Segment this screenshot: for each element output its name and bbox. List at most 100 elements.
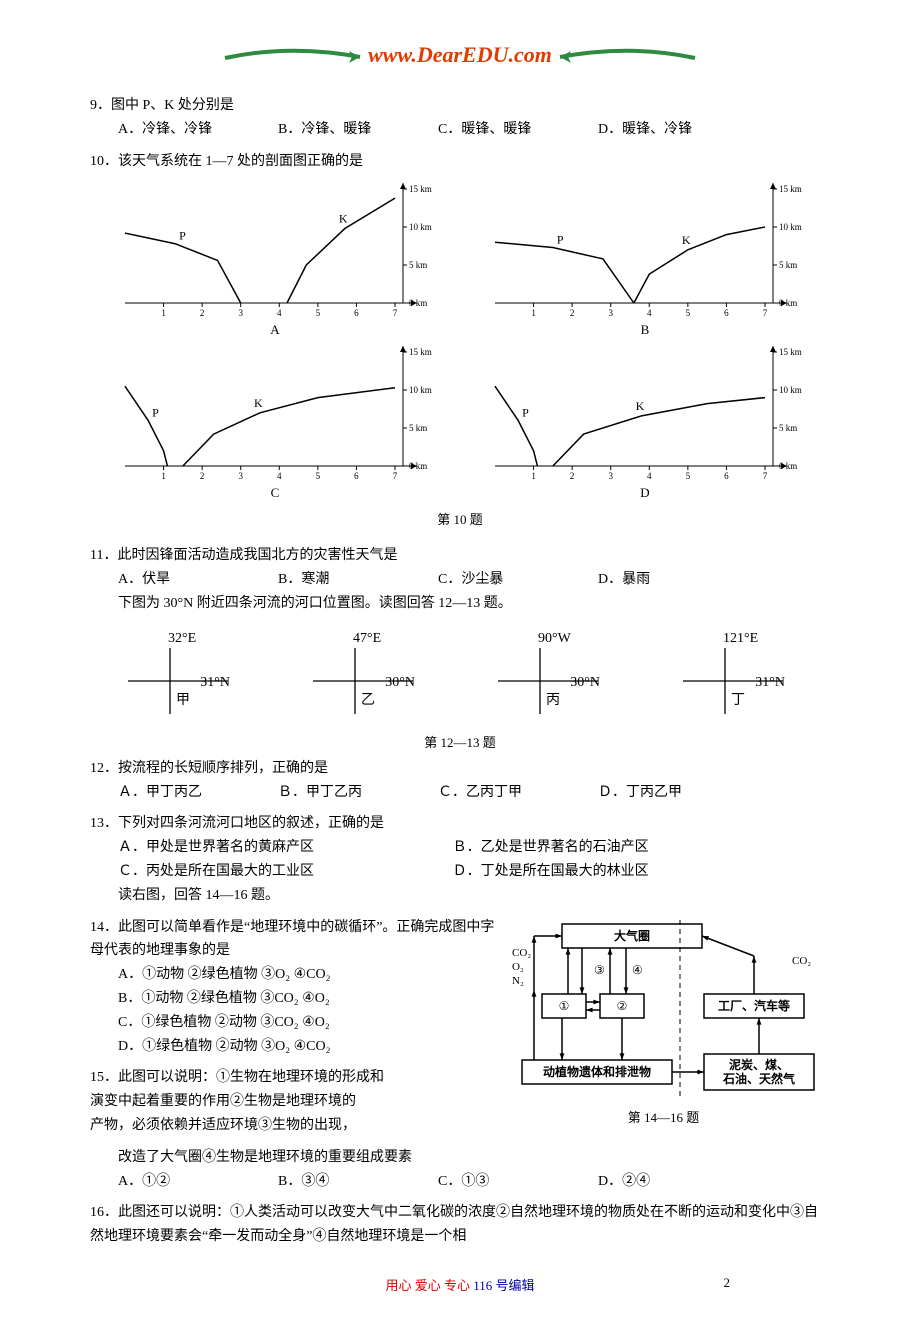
question-11: 11．此时因锋面活动造成我国北方的灾害性天气是 A．伏旱 B．寒潮 C．沙尘暴 … xyxy=(90,544,830,615)
svg-text:2: 2 xyxy=(200,471,205,481)
q12-opt-c: Ｃ．乙丙丁甲 xyxy=(438,781,588,805)
svg-text:4: 4 xyxy=(277,308,282,318)
q14-opt-b: B．①动物 ②绿色植物 ③CO₂ ④O₂ xyxy=(118,987,497,1011)
q10-chart-b: 0 km5 km10 km15 km1234567PK B xyxy=(475,181,815,344)
svg-text:3: 3 xyxy=(608,471,613,481)
q13-opt-c: Ｃ．丙处是所在国最大的工业区 xyxy=(118,860,453,884)
svg-text:5 km: 5 km xyxy=(779,260,797,270)
svg-text:③: ③ xyxy=(594,963,605,977)
cross-yi: 47°E 30°N 乙 xyxy=(293,626,443,726)
svg-text:7: 7 xyxy=(763,308,768,318)
svg-text:4: 4 xyxy=(647,308,652,318)
q15-text-cont: 改造了大气圈④生物是地理环境的重要组成要素 xyxy=(118,1146,830,1170)
svg-text:5 km: 5 km xyxy=(779,423,797,433)
question-15-cont: 改造了大气圈④生物是地理环境的重要组成要素 A．①② B．③④ C．①③ D．②… xyxy=(90,1146,830,1194)
q14-opt-d: D．①绿色植物 ②动物 ③O₂ ④CO₂ xyxy=(118,1035,497,1059)
svg-text:7: 7 xyxy=(393,308,398,318)
svg-text:15 km: 15 km xyxy=(409,184,432,194)
svg-text:0 km: 0 km xyxy=(409,298,427,308)
svg-text:石油、天然气: 石油、天然气 xyxy=(721,1071,794,1086)
question-16: 16．此图还可以说明：①人类活动可以改变大气中二氧化碳的浓度②自然地理环境的物质… xyxy=(90,1201,830,1249)
svg-text:6: 6 xyxy=(354,471,359,481)
svg-text:0 km: 0 km xyxy=(779,298,797,308)
svg-text:①: ① xyxy=(558,999,569,1013)
q13-num: 13． xyxy=(90,816,118,831)
svg-text:5: 5 xyxy=(316,308,321,318)
svg-text:30°N: 30°N xyxy=(570,675,600,690)
question-9: 9．图中 P、K 处分别是 A．冷锋、冷锋 B．冷锋、暖锋 C．暖锋、暖锋 D．… xyxy=(90,94,830,142)
svg-text:7: 7 xyxy=(763,471,768,481)
q10-chart-d: 0 km5 km10 km15 km1234567PK D xyxy=(475,344,815,507)
q9-num: 9． xyxy=(90,98,111,113)
footer-blue: 116 号编辑 xyxy=(470,1278,535,1293)
svg-text:5: 5 xyxy=(316,471,321,481)
svg-text:6: 6 xyxy=(724,471,729,481)
svg-text:15 km: 15 km xyxy=(779,184,802,194)
q10-label-a: A xyxy=(105,322,445,338)
svg-text:5: 5 xyxy=(686,308,691,318)
svg-text:32°E: 32°E xyxy=(168,631,196,646)
header-logo: www.DearEDU.com xyxy=(210,40,710,74)
q9-opt-a: A．冷锋、冷锋 xyxy=(118,118,268,142)
q11-lead: 下图为 30°N 附近四条河流的河口位置图。读图回答 12—13 题。 xyxy=(118,592,830,616)
q11-opt-c: C．沙尘暴 xyxy=(438,568,588,592)
svg-text:泥炭、煤、: 泥炭、煤、 xyxy=(728,1057,788,1072)
svg-text:5 km: 5 km xyxy=(409,260,427,270)
svg-text:0 km: 0 km xyxy=(779,461,797,471)
svg-text:2: 2 xyxy=(200,308,205,318)
q9-text: 图中 P、K 处分别是 xyxy=(111,98,234,113)
svg-text:动植物遗体和排泄物: 动植物遗体和排泄物 xyxy=(542,1064,650,1079)
q13-opt-d: Ｄ．丁处是所在国最大的林业区 xyxy=(453,860,788,884)
q11-text: 此时因锋面活动造成我国北方的灾害性天气是 xyxy=(117,548,397,563)
svg-text:1: 1 xyxy=(161,308,166,318)
crosses-caption: 第 12—13 题 xyxy=(90,732,830,751)
svg-text:P: P xyxy=(179,229,186,243)
svg-text:O₂: O₂ xyxy=(512,961,524,973)
svg-text:10 km: 10 km xyxy=(779,385,802,395)
carbon-caption: 第 14—16 题 xyxy=(497,1107,830,1126)
q16-text: 此图还可以说明：①人类活动可以改变大气中二氧化碳的浓度②自然地理环境的物质处在不… xyxy=(90,1205,818,1244)
q10-chart-a: 0 km5 km10 km15 km1234567PK A xyxy=(105,181,445,344)
q10-label-d: D xyxy=(475,485,815,501)
header-url: www.DearEDU.com xyxy=(368,42,552,67)
svg-text:30°N: 30°N xyxy=(385,675,415,690)
svg-text:工厂、汽车等: 工厂、汽车等 xyxy=(717,998,789,1013)
svg-text:K: K xyxy=(339,212,348,226)
q12-num: 12． xyxy=(90,761,118,776)
svg-text:P: P xyxy=(152,406,159,420)
svg-text:乙: 乙 xyxy=(361,692,375,708)
svg-text:10 km: 10 km xyxy=(409,385,432,395)
svg-text:10 km: 10 km xyxy=(409,222,432,232)
svg-text:CO₂: CO₂ xyxy=(792,955,811,967)
carbon-cycle-diagram: 大气圈①②工厂、汽车等动植物遗体和排泄物泥炭、煤、石油、天然气CO₂O₂N₂③④… xyxy=(504,916,824,1106)
q15-opt-d: D．②④ xyxy=(598,1170,748,1194)
svg-text:31°N: 31°N xyxy=(200,675,230,690)
svg-text:6: 6 xyxy=(354,308,359,318)
cross-ding: 121°E31°N丁 xyxy=(663,626,813,726)
q9-opt-b: B．冷锋、暖锋 xyxy=(278,118,428,142)
question-10: 10．该天气系统在 1—7 处的剖面图正确的是 xyxy=(90,150,830,174)
svg-text:4: 4 xyxy=(647,471,652,481)
q10-charts: 0 km 5 km 10 km 15 km 1 2 3 4 5 6 7 P K A 0 km 5 km 10… xyxy=(90,181,830,507)
svg-text:6: 6 xyxy=(724,308,729,318)
svg-text:3: 3 xyxy=(238,471,243,481)
svg-text:90°W: 90°W xyxy=(538,631,572,646)
q10-caption: 第 10 题 xyxy=(90,509,830,528)
svg-text:大气圈: 大气圈 xyxy=(613,928,649,943)
svg-text:47°E: 47°E xyxy=(353,631,381,646)
q13-opt-a: Ａ．甲处是世界著名的黄麻产区 xyxy=(118,836,453,860)
q13-text: 下列对四条河流河口地区的叙述，正确的是 xyxy=(118,816,384,831)
svg-text:②: ② xyxy=(616,999,627,1013)
q12-opt-a: Ａ．甲丁丙乙 xyxy=(118,781,268,805)
svg-text:31°N: 31°N xyxy=(755,675,785,690)
q11-num: 11． xyxy=(90,548,117,563)
svg-text:④: ④ xyxy=(632,963,643,977)
svg-text:K: K xyxy=(254,396,263,410)
svg-text:121°E: 121°E xyxy=(723,631,758,646)
q9-opt-d: D．暖锋、冷锋 xyxy=(598,118,748,142)
cross-bing: 90°W30°N丙 xyxy=(478,626,628,726)
q12-text: 按流程的长短顺序排列，正确的是 xyxy=(118,761,328,776)
svg-text:7: 7 xyxy=(393,471,398,481)
q14-opt-a: A．①动物 ②绿色植物 ③O₂ ④CO₂ xyxy=(118,963,497,987)
q12-opt-b: Ｂ．甲丁乙丙 xyxy=(278,781,428,805)
